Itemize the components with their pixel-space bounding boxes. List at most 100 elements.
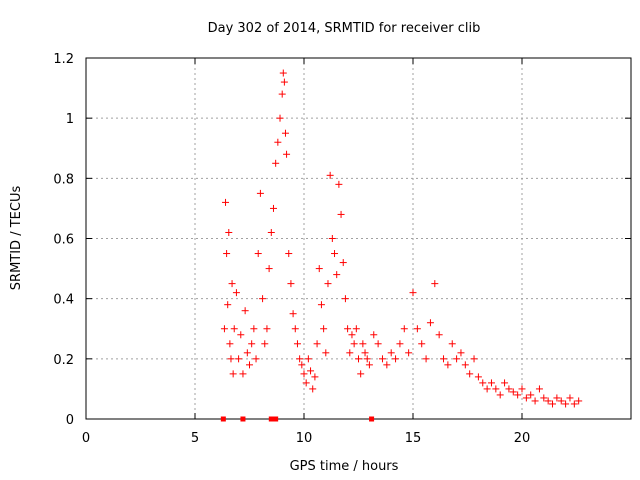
data-point — [259, 295, 267, 303]
data-point — [396, 340, 404, 348]
data-point — [448, 340, 456, 348]
data-point — [566, 394, 574, 402]
data-point — [304, 355, 312, 363]
data-point — [359, 340, 367, 348]
data-point — [222, 198, 230, 206]
data-point — [324, 280, 332, 288]
data-point — [279, 69, 287, 77]
data-point — [285, 250, 293, 258]
data-point — [365, 361, 373, 369]
data-point — [553, 394, 561, 402]
data-point — [281, 129, 289, 137]
data-point — [280, 78, 288, 86]
data-point — [531, 397, 539, 405]
data-point — [409, 289, 417, 297]
data-point — [357, 370, 365, 378]
data-point — [337, 210, 345, 218]
x-tick-label: 10 — [296, 431, 313, 446]
data-point — [370, 331, 378, 339]
data-point — [223, 250, 231, 258]
data-point — [256, 189, 264, 197]
data-point — [326, 171, 334, 179]
data-point — [522, 394, 530, 402]
data-point — [501, 379, 509, 387]
data-point — [474, 373, 482, 381]
y-tick-label: 1 — [66, 112, 74, 127]
data-point — [227, 355, 235, 363]
data-point — [453, 355, 461, 363]
data-point — [289, 310, 297, 318]
data-point — [355, 355, 362, 363]
axis-ticks: 0 0.2 0.4 0.6 0.8 1 1.2 0 5 10 15 20 — [53, 52, 631, 446]
y-tick-label: 0 — [66, 413, 74, 428]
x-axis-label: GPS time / hours — [290, 459, 399, 474]
data-point — [317, 301, 325, 309]
data-point — [272, 159, 280, 167]
data-point — [514, 391, 522, 399]
data-point — [505, 385, 513, 393]
data-point — [333, 271, 341, 279]
data-point — [246, 361, 253, 369]
zero-marker — [369, 416, 375, 422]
data-point — [239, 370, 247, 378]
data-point — [413, 325, 421, 333]
y-tick-label: 0.8 — [53, 172, 74, 187]
data-point — [405, 349, 413, 357]
data-point — [307, 367, 315, 375]
y-tick-label: 0.6 — [53, 233, 74, 248]
data-point — [509, 388, 517, 396]
data-point — [466, 370, 474, 378]
data-point — [232, 289, 240, 297]
data-point — [309, 385, 317, 393]
data-point — [457, 349, 465, 357]
data-point — [422, 355, 430, 363]
data-point — [269, 204, 277, 212]
data-point — [267, 228, 275, 236]
data-point — [387, 349, 395, 357]
data-point — [287, 280, 295, 288]
data-point — [250, 325, 258, 333]
data-point — [311, 373, 319, 381]
data-point — [346, 349, 354, 357]
data-point — [400, 325, 408, 333]
data-point — [300, 370, 308, 378]
data-point — [544, 397, 552, 405]
data-point — [320, 325, 328, 333]
data-point — [348, 331, 356, 339]
data-point — [518, 385, 526, 393]
data-point — [265, 265, 273, 273]
data-point — [470, 355, 478, 363]
x-tick-label: 20 — [514, 431, 531, 446]
data-point — [293, 340, 301, 348]
data-point — [479, 379, 487, 387]
data-point — [261, 340, 269, 348]
x-tick-label: 15 — [405, 431, 422, 446]
data-point — [426, 319, 434, 327]
data-point — [496, 391, 504, 399]
data-point — [248, 340, 256, 348]
data-point — [291, 325, 299, 333]
zero-marker — [273, 416, 279, 422]
data-point — [492, 385, 500, 393]
x-tick-label: 0 — [82, 431, 90, 446]
data-point — [228, 280, 236, 288]
y-tick-label: 0.4 — [53, 293, 74, 308]
chart-title: Day 302 of 2014, SRMTID for receiver cli… — [208, 21, 481, 36]
zero-marker — [220, 416, 226, 422]
data-point — [296, 355, 304, 363]
data-point — [278, 90, 286, 98]
data-point — [252, 355, 260, 363]
x-tick-label: 5 — [191, 431, 199, 446]
grid-lines — [86, 58, 631, 419]
data-point — [274, 138, 282, 146]
y-tick-label: 1.2 — [53, 52, 74, 67]
data-point — [263, 325, 271, 333]
data-point — [322, 349, 330, 357]
data-point — [549, 400, 557, 408]
data-point — [461, 361, 469, 369]
data-point — [383, 361, 391, 369]
data-point — [535, 385, 543, 393]
data-point — [241, 307, 249, 315]
data-point — [243, 349, 251, 357]
